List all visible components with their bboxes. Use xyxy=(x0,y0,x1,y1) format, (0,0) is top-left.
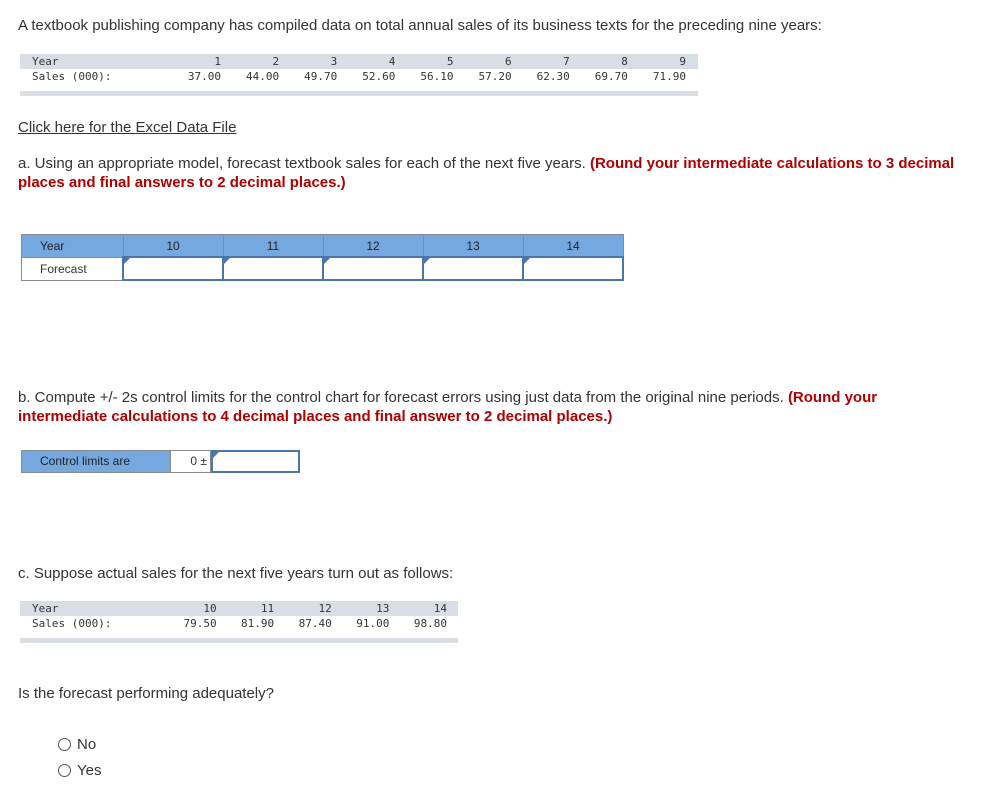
radio-option-yes[interactable]: Yes xyxy=(58,762,101,779)
control-limits-label: Control limits are xyxy=(21,450,171,473)
forecast-input-12[interactable] xyxy=(322,256,424,281)
forecast-input-14[interactable] xyxy=(522,256,624,281)
sales-cell: 52.60 xyxy=(362,70,396,83)
year-12: 12 xyxy=(322,234,424,258)
control-limits-row: Control limits are 0 ± xyxy=(21,450,300,473)
part-b-note: (Round your intermediate calculations to… xyxy=(18,389,878,425)
year-11: 11 xyxy=(222,234,324,258)
sales-cell: 49.70 xyxy=(304,70,338,83)
option-label: Yes xyxy=(77,762,102,779)
sales-cell: 98.80 xyxy=(413,617,447,630)
question-text: Is the forecast performing adequately? xyxy=(18,685,274,702)
sales-label: Sales (000): xyxy=(32,70,112,83)
year-10: 10 xyxy=(122,234,224,258)
forecast-input-13[interactable] xyxy=(422,256,524,281)
forecast-table: Year 10 11 12 13 14 Forecast xyxy=(21,234,624,281)
sales-table-2: Year 10 11 12 13 14 Sales (000): 79.50 81.90 8… xyxy=(20,601,458,643)
intro-text: A textbook publishing company has compil… xyxy=(18,17,822,34)
year-cell: 5 xyxy=(446,55,454,68)
year-cell: 12 xyxy=(318,602,332,615)
sales-cell: 79.50 xyxy=(183,617,217,630)
year-cell: 4 xyxy=(388,55,396,68)
sales-cell: 69.70 xyxy=(594,70,628,83)
year-cell: 1 xyxy=(214,55,221,68)
sales-cell: 62.30 xyxy=(536,70,570,83)
part-c-text: c. Suppose actual sales for the next fiv… xyxy=(18,565,454,582)
sales-cell: 71.90 xyxy=(652,70,686,83)
year-14: 14 xyxy=(522,234,624,258)
forecast-label: Forecast xyxy=(21,256,124,281)
radio-option-no[interactable]: No xyxy=(58,736,96,753)
sales-table-1: Year 1 2 3 4 5 6 7 8 9 Sales (000): 37.00 44.00 49… xyxy=(20,54,698,96)
part-a-text: a. Using an appropriate model, forecast … xyxy=(18,155,590,172)
sales-cell: 81.90 xyxy=(241,617,275,630)
part-a-note: (Round your intermediate calculations to… xyxy=(18,155,955,191)
sales-cell: 44.00 xyxy=(245,70,280,83)
forecast-input-10[interactable] xyxy=(122,256,224,281)
forecast-input-11[interactable] xyxy=(222,256,324,281)
option-label: No xyxy=(77,736,97,753)
sales-cell: 37.00 xyxy=(187,70,221,83)
part-b-prompt: b. Compute +/- 2s control limits for the… xyxy=(18,388,958,426)
sales-cell: 87.40 xyxy=(298,617,332,630)
year-13: 13 xyxy=(422,234,524,258)
part-b-text: b. Compute +/- 2s control limits for the… xyxy=(18,389,788,406)
sales-cell: 56.10 xyxy=(420,70,454,83)
year-header: Year xyxy=(21,234,124,258)
year-cell: 10 xyxy=(203,602,217,615)
control-limits-input[interactable] xyxy=(211,450,300,473)
year-cell: 7 xyxy=(563,55,570,68)
year-label: Year xyxy=(32,602,59,615)
control-limits-prefix: 0 ± xyxy=(171,450,211,473)
sales-cell: 57.20 xyxy=(478,70,512,83)
year-cell: 9 xyxy=(679,55,686,68)
year-cell: 2 xyxy=(272,55,280,68)
radio-circle-icon[interactable] xyxy=(58,764,71,777)
year-label: Year xyxy=(32,55,59,68)
year-cell: 11 xyxy=(260,602,275,615)
year-cell: 8 xyxy=(621,55,628,68)
year-cell: 3 xyxy=(330,55,338,68)
sales-cell: 91.00 xyxy=(356,617,390,630)
year-cell: 6 xyxy=(504,55,512,68)
sales-label: Sales (000): xyxy=(32,617,112,630)
year-cell: 14 xyxy=(433,602,447,615)
part-a-prompt: a. Using an appropriate model, forecast … xyxy=(18,154,958,192)
year-cell: 13 xyxy=(376,602,390,615)
excel-data-link[interactable]: Click here for the Excel Data File xyxy=(18,119,237,136)
radio-circle-icon[interactable] xyxy=(58,738,71,751)
